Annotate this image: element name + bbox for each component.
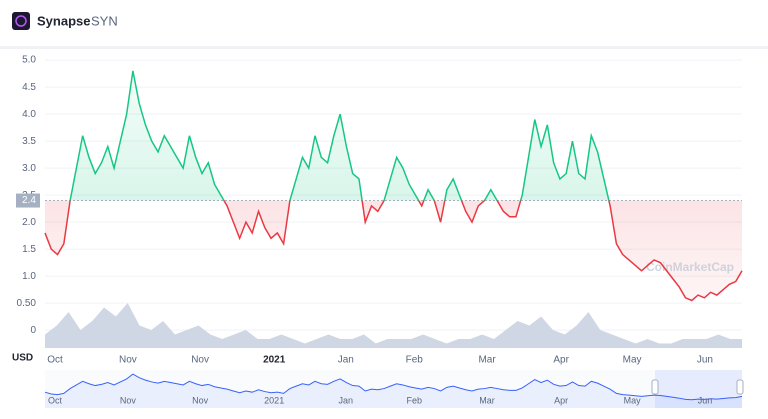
baseline-label-box — [16, 193, 40, 208]
logo — [12, 12, 30, 30]
x-tick-label: Nov — [119, 355, 137, 366]
navigator-handle — [651, 379, 659, 395]
navigator-selection — [655, 370, 742, 408]
navigator-tick-label: May — [624, 395, 642, 405]
x-tick-label: Nov — [191, 355, 209, 366]
coin-symbol: SYN — [91, 13, 118, 28]
price-line-up — [69, 70, 610, 201]
y-tick-label: 3.5 — [22, 136, 36, 147]
x-tick-label: Oct — [47, 355, 63, 366]
navigator-tick-label: Jan — [339, 395, 354, 405]
navigator-handle — [736, 379, 744, 395]
x-tick-label: Apr — [553, 355, 569, 366]
logo-mark — [15, 15, 27, 27]
baseline-label: 2.4 — [22, 195, 36, 206]
navigator-tick-label: Mar — [479, 395, 495, 405]
x-tick-label: May — [623, 355, 642, 366]
navigator-tick-label: 2021 — [264, 395, 284, 405]
navigator-area — [45, 374, 742, 408]
navigator-tick-label: Feb — [406, 395, 422, 405]
header — [0, 0, 768, 46]
navigator-tick-label: Apr — [554, 395, 568, 405]
y-tick-label: 1.5 — [22, 244, 36, 255]
price-line-down — [44, 200, 743, 302]
x-tick-label: Feb — [406, 355, 424, 366]
volume-area — [45, 303, 742, 348]
y-tick-label: 5.0 — [22, 55, 36, 66]
y-tick-label: 3.0 — [22, 163, 36, 174]
x-tick-label: Mar — [478, 355, 496, 366]
x-tick-label: Jan — [338, 355, 354, 366]
y-tick-label: 2.0 — [22, 217, 36, 228]
navigator-tick-label: Jun — [698, 395, 713, 405]
y-tick-label: 4.5 — [22, 82, 36, 93]
watermark: CoinMarketCap — [646, 260, 734, 274]
navigator-tick-label: Nov — [120, 395, 137, 405]
navigator-tick-label: Nov — [192, 395, 209, 405]
navigator-line — [44, 373, 743, 401]
area-down — [45, 200, 742, 301]
y-tick-label: 0 — [30, 325, 36, 336]
x-tick-label: 2021 — [263, 355, 286, 366]
coin-name: Synapse — [37, 13, 90, 28]
y-tick-label: 1.0 — [22, 271, 36, 282]
y-tick-label: 0.50 — [17, 298, 37, 309]
navigator-bg — [45, 370, 742, 408]
currency: USD — [12, 353, 33, 364]
navigator-tick-label: Oct — [48, 395, 63, 405]
header-shadow — [0, 46, 768, 49]
y-tick-label: 4.0 — [22, 109, 36, 120]
x-tick-label: Jun — [697, 355, 713, 366]
